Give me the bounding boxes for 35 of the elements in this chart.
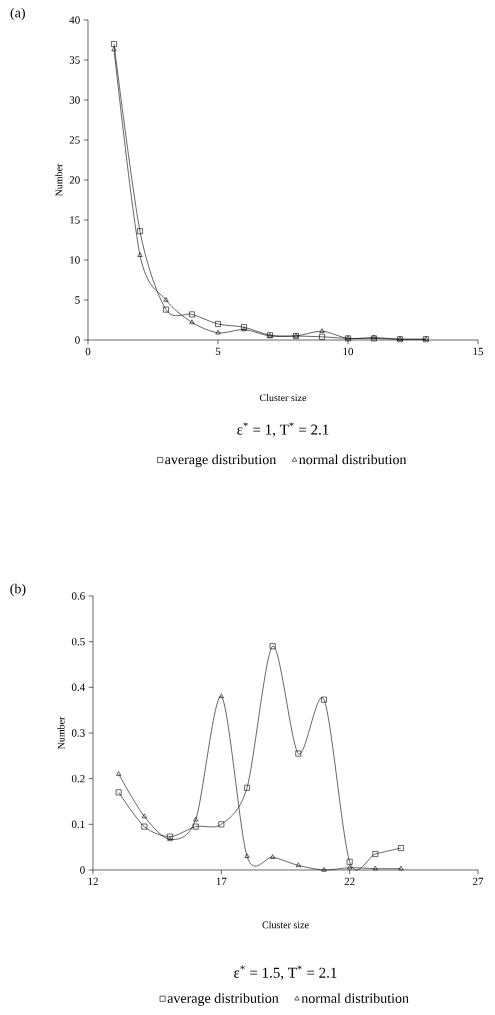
x-tick-label: 27 (472, 877, 484, 886)
y-tick-label: 40 (69, 16, 80, 24)
x-tick-label: 12 (88, 877, 98, 886)
text: ε$^{*}$ = 1, T$^{*}$ = 2.1 (237, 422, 329, 437)
y-tick-label: 0 (75, 336, 80, 344)
chart-title: (b) (10, 583, 26, 597)
y-tick-label: 0 (80, 866, 85, 874)
chart-title: (a) (10, 7, 25, 21)
legend-label: average distribution (165, 454, 277, 468)
y-tick-label: 0.4 (71, 683, 86, 692)
legend-label: normal distribution (299, 454, 407, 465)
y-tick-label: 0.6 (71, 592, 85, 600)
y-tick-label: 35 (69, 56, 80, 64)
x-axis-title: Cluster size (259, 394, 307, 402)
y-axis-title: Number (57, 716, 65, 750)
y-tick-label: 10 (70, 256, 80, 264)
y-tick-label: 30 (69, 96, 80, 104)
legend-label: normal distribution (301, 993, 409, 1004)
y-tick-label: 0.1 (71, 820, 85, 829)
y-tick-label: 0.2 (71, 774, 85, 783)
legend-label: average distribution (167, 993, 279, 1006)
x-tick-label: 5 (215, 347, 221, 356)
y-tick-label: 0.3 (71, 729, 85, 737)
y-axis-title: Number (55, 163, 63, 197)
x-tick-label: 17 (216, 877, 227, 886)
x-tick-label: 10 (343, 347, 354, 356)
text: ε$^{*}$ = 1.5, T$^{*}$ = 2.1 (234, 965, 337, 980)
y-tick-label: 15 (70, 216, 80, 224)
y-tick-label: 20 (69, 176, 80, 184)
y-tick-label: 5 (75, 296, 80, 304)
y-tick-label: 0.5 (71, 637, 85, 646)
x-axis-title: Cluster size (262, 921, 309, 929)
y-tick-label: 25 (69, 136, 80, 144)
x-tick-label: 15 (473, 347, 484, 356)
x-tick-label: 22 (344, 877, 355, 886)
